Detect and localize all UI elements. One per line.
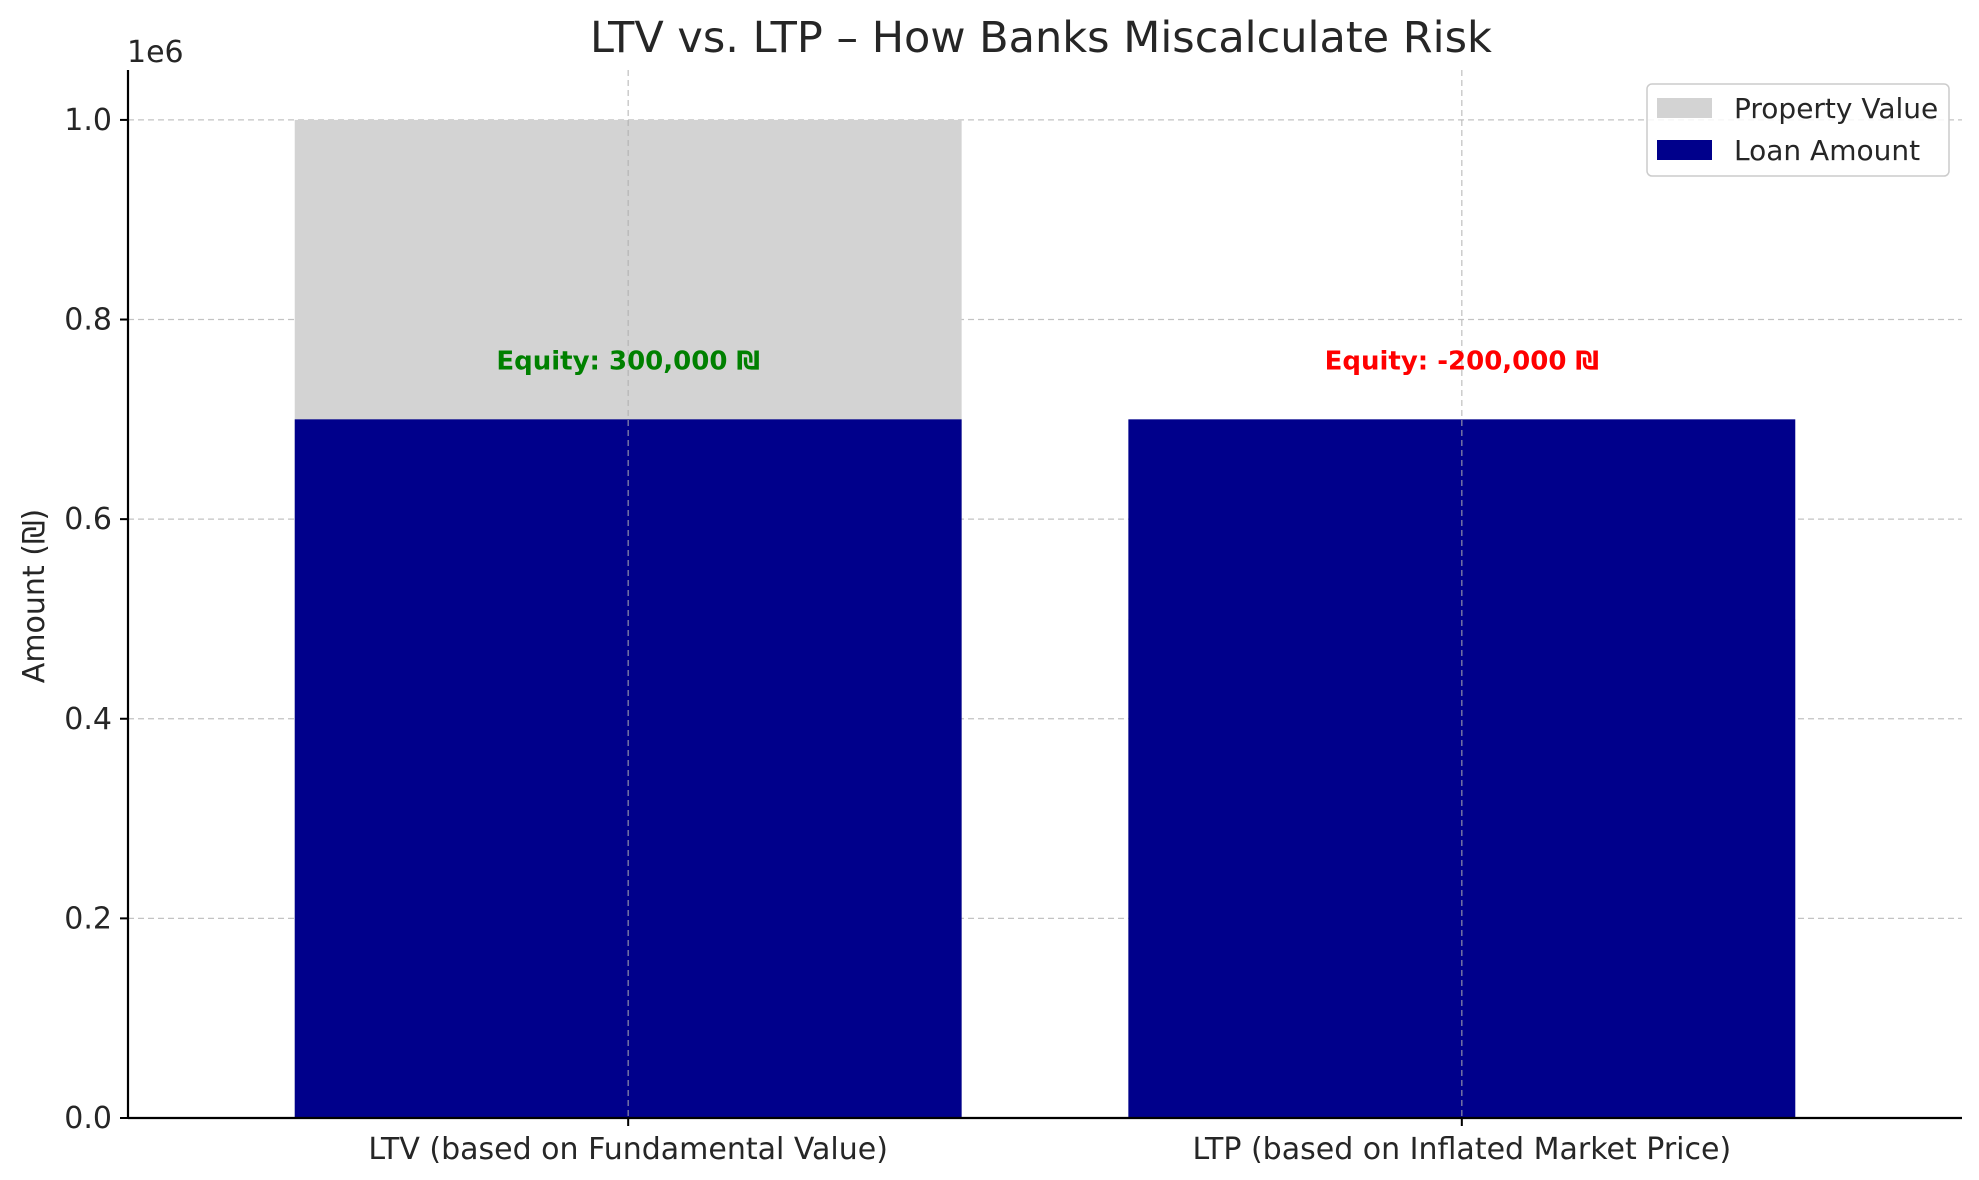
x-tick-label: LTP (based on Inflated Market Price) [1192, 1132, 1731, 1167]
legend-label-loan-amount: Loan Amount [1734, 134, 1920, 167]
y-tick-label: 0.2 [64, 901, 112, 936]
axes-layer: 0.0 0.2 0.4 0.6 0.8 1.0 LTV (based on Fundamen… [64, 70, 1962, 1167]
chart-title: LTV vs. LTP – How Banks Miscalculate Ris… [590, 13, 1492, 63]
legend: Property Value Loan Amount [1646, 83, 1950, 177]
x-tick-label: LTV (based on Fundamental Value) [368, 1132, 888, 1167]
y-tick-label: 0.0 [64, 1101, 112, 1136]
legend-swatch-property-value [1657, 98, 1712, 118]
equity-annotation: Equity: -200,000 ₪ [1325, 346, 1599, 376]
legend-label-property-value: Property Value [1734, 92, 1938, 125]
bars-layer [294, 119, 1796, 1118]
y-tick-label: 0.8 [64, 303, 112, 338]
y-tick-label: 0.4 [64, 702, 112, 737]
overgrid-layer [627, 70, 1463, 1118]
y-scale-label: 1e6 [127, 35, 184, 70]
y-tick-label: 1.0 [64, 103, 112, 138]
y-axis-label: Amount (₪) [17, 509, 52, 683]
legend-swatch-loan-amount [1657, 140, 1712, 160]
y-tick-label: 0.6 [64, 502, 112, 537]
legend-frame [1646, 83, 1950, 177]
annotations-layer: Equity: 300,000 ₪ Equity: -200,000 ₪ [496, 346, 1599, 376]
equity-annotation: Equity: 300,000 ₪ [496, 346, 760, 376]
